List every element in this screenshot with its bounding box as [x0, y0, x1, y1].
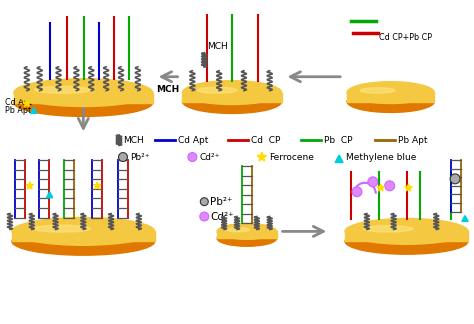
Text: Cd CP+Pb CP: Cd CP+Pb CP [379, 33, 432, 41]
Ellipse shape [345, 218, 468, 244]
Ellipse shape [188, 153, 197, 161]
Ellipse shape [197, 87, 237, 93]
Ellipse shape [35, 87, 90, 93]
Text: Cd Apt: Cd Apt [178, 136, 208, 145]
Text: MCH: MCH [123, 136, 144, 145]
Text: Cd²⁺: Cd²⁺ [200, 153, 220, 162]
Ellipse shape [217, 230, 277, 246]
Text: Pb  CP: Pb CP [324, 136, 353, 145]
Polygon shape [26, 182, 34, 189]
Polygon shape [23, 99, 31, 107]
Ellipse shape [201, 198, 208, 206]
Polygon shape [405, 184, 412, 191]
Text: Cd²⁺: Cd²⁺ [210, 212, 234, 222]
Ellipse shape [33, 225, 91, 232]
Ellipse shape [385, 181, 395, 191]
Polygon shape [46, 192, 53, 198]
Polygon shape [12, 231, 155, 241]
Ellipse shape [364, 226, 413, 232]
Polygon shape [217, 231, 277, 238]
Ellipse shape [360, 88, 395, 93]
Polygon shape [462, 215, 468, 222]
Polygon shape [257, 152, 266, 161]
Text: Pb Apt: Pb Apt [5, 106, 31, 115]
Polygon shape [335, 155, 343, 163]
Ellipse shape [347, 82, 434, 103]
Polygon shape [93, 182, 101, 189]
Text: Ferrocene: Ferrocene [269, 153, 314, 162]
Ellipse shape [368, 177, 378, 187]
Text: Cd  CP: Cd CP [251, 136, 280, 145]
Ellipse shape [345, 228, 468, 254]
Text: Pb²⁺: Pb²⁺ [130, 153, 149, 162]
Text: Methylene blue: Methylene blue [346, 153, 417, 162]
Polygon shape [377, 184, 384, 191]
Ellipse shape [226, 228, 250, 232]
Polygon shape [347, 93, 434, 101]
Ellipse shape [12, 217, 155, 245]
Text: Pb Apt: Pb Apt [398, 136, 427, 145]
Ellipse shape [182, 90, 282, 113]
Ellipse shape [14, 79, 153, 107]
Ellipse shape [200, 212, 209, 221]
Ellipse shape [450, 174, 460, 184]
Ellipse shape [217, 224, 277, 239]
Text: MCH: MCH [156, 85, 180, 94]
Ellipse shape [182, 81, 282, 105]
Text: Pb²⁺: Pb²⁺ [210, 197, 233, 207]
Text: MCH: MCH [207, 42, 228, 51]
Ellipse shape [352, 187, 362, 197]
Polygon shape [345, 231, 468, 241]
Polygon shape [31, 108, 37, 113]
Polygon shape [14, 93, 153, 102]
Polygon shape [182, 93, 282, 101]
Ellipse shape [14, 89, 153, 116]
Ellipse shape [12, 227, 155, 255]
Text: Cd Apt: Cd Apt [5, 98, 32, 107]
Ellipse shape [347, 91, 434, 112]
Ellipse shape [118, 153, 128, 161]
